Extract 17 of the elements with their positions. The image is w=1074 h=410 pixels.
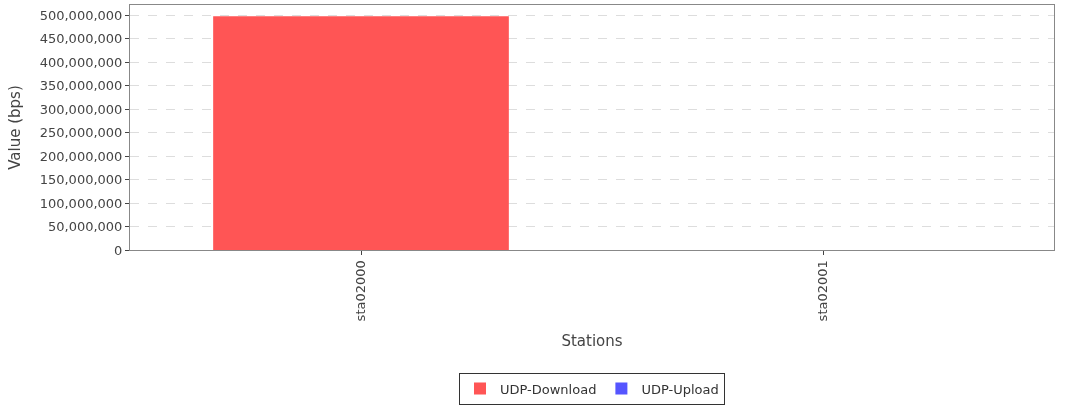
y-tick-label: 450,000,000 (39, 31, 123, 47)
legend-label: UDP-Upload (641, 381, 719, 397)
y-tick-label: 150,000,000 (39, 172, 123, 188)
y-tick-label: 50,000,000 (47, 219, 123, 235)
x-tick-label: sta02000 (353, 260, 369, 322)
y-tick-label: 350,000,000 (39, 78, 123, 94)
y-tick-label: 250,000,000 (39, 125, 123, 141)
legend-label: UDP-Download (500, 381, 597, 397)
y-tick-label: 300,000,000 (39, 101, 123, 117)
y-tick-label: 0 (114, 242, 123, 258)
y-tick-label: 400,000,000 (39, 54, 123, 70)
x-axis-title: Stations (561, 332, 623, 351)
y-tick-label: 200,000,000 (39, 148, 123, 164)
x-tick-label: sta02001 (815, 260, 831, 322)
y-axis-title: Value (bps) (5, 85, 24, 170)
y-tick-label: 500,000,000 (39, 7, 123, 23)
y-tick-label: 100,000,000 (39, 195, 123, 211)
